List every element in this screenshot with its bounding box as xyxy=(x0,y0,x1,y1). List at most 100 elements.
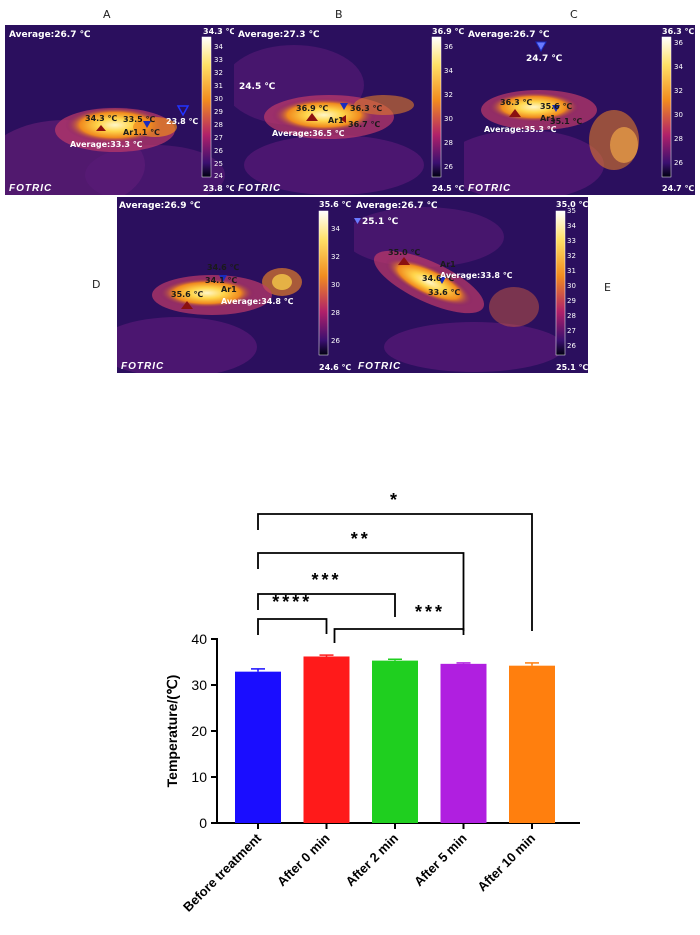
temperature-bar-chart: 0 10 20 30 40 Temperature/(℃) Before treatment… xyxy=(164,490,580,915)
y-tick-label: 0 xyxy=(199,815,207,831)
temp-marker-b-2: 36.9 ℃ xyxy=(296,104,329,113)
significance-label-0: **** xyxy=(272,592,312,612)
scale-min-a: 23.8 ℃ xyxy=(203,184,234,193)
significance-bracket-0 xyxy=(257,618,328,635)
x-tick-label-1: After 0 min xyxy=(274,830,333,889)
scale-min-d: 24.6 ℃ xyxy=(319,363,352,372)
svg-text:26: 26 xyxy=(567,342,576,350)
temp-marker-b-6: Average:36.5 ℃ xyxy=(272,129,345,138)
temp-marker-c-5: 35.1 ℃ xyxy=(550,117,583,126)
svg-text:34: 34 xyxy=(331,225,340,233)
temp-marker-c-3: 35.6 ℃ xyxy=(540,102,573,111)
temp-marker-e-6: 33.6 ℃ xyxy=(428,288,461,297)
svg-text:35: 35 xyxy=(567,207,576,215)
temp-marker-c-6: Average:35.3 ℃ xyxy=(484,125,557,134)
svg-text:33: 33 xyxy=(214,56,223,64)
svg-text:34: 34 xyxy=(674,63,683,71)
significance-bracket-3 xyxy=(257,552,465,631)
avg-temp-b: Average:27.3 ℃ xyxy=(238,30,320,40)
temp-marker-e-4: 34.0 ℃ xyxy=(422,274,455,283)
svg-text:28: 28 xyxy=(444,139,453,147)
svg-text:32: 32 xyxy=(214,69,223,77)
scale-min-e: 25.1 ℃ xyxy=(556,363,588,372)
temp-marker-c-1: 24.7 ℃ xyxy=(526,54,562,64)
scale-ticks-e: 35 34 33 32 31 30 29 28 27 26 xyxy=(567,207,576,350)
svg-text:28: 28 xyxy=(674,135,683,143)
temp-marker-c-4: Ar1 xyxy=(540,114,556,123)
y-tick-label: 40 xyxy=(191,631,207,647)
svg-text:29: 29 xyxy=(214,108,223,116)
significance-label-4: * xyxy=(390,490,400,510)
thermal-image-b: Average:27.3 ℃ 24.5 ℃ 36.9 ℃ 36.3 ℃ Ar1 … xyxy=(234,25,464,195)
significance-label-2: *** xyxy=(311,570,341,590)
svg-text:27: 27 xyxy=(567,327,576,335)
svg-text:31: 31 xyxy=(567,267,576,275)
thermal-image-e: Average:26.7 ℃ 25.1 ℃ 35.0 ℃ Ar1 34.0 ℃ … xyxy=(354,197,588,373)
svg-text:33: 33 xyxy=(567,237,576,245)
scale-max-c: 36.3 ℃ xyxy=(662,27,695,36)
svg-text:32: 32 xyxy=(567,252,576,260)
temp-marker-d-3: Ar1 xyxy=(221,285,237,294)
panel-label-e: E xyxy=(604,281,611,294)
thermal-image-a: Average:26.7 ℃ 34.3 ℃ 33.5 ℃ Ar1.1 ℃ 23.… xyxy=(5,25,234,195)
y-tick-label: 30 xyxy=(191,677,207,693)
temp-marker-a-4: 23.8 ℃ xyxy=(166,117,199,126)
thermal-image-c: Average:26.7 ℃ 24.7 ℃ 36.3 ℃ 35.6 ℃ Ar1 … xyxy=(464,25,695,195)
svg-text:28: 28 xyxy=(567,312,576,320)
significance-bracket-1 xyxy=(333,628,465,643)
bar-0 xyxy=(235,671,281,823)
temp-marker-b-3: 36.3 ℃ xyxy=(350,104,383,113)
svg-text:28: 28 xyxy=(331,309,340,317)
temp-marker-c-2: 36.3 ℃ xyxy=(500,98,533,107)
svg-text:30: 30 xyxy=(214,95,223,103)
temp-marker-d-4: 35.6 ℃ xyxy=(171,290,204,299)
avg-temp-d: Average:26.9 ℃ xyxy=(119,201,201,211)
avg-temp-a: Average:26.7 ℃ xyxy=(9,30,91,40)
svg-text:24: 24 xyxy=(214,172,223,180)
svg-text:30: 30 xyxy=(331,281,340,289)
svg-text:34: 34 xyxy=(444,67,453,75)
temp-marker-b-5: 36.7 ℃ xyxy=(348,120,381,129)
panel-label-c: C xyxy=(570,8,578,21)
temp-marker-a-5: Average:33.3 ℃ xyxy=(70,140,143,149)
svg-text:29: 29 xyxy=(567,297,576,305)
scale-min-b: 24.5 ℃ xyxy=(432,184,464,193)
scale-ticks-b: 36 34 32 30 28 26 xyxy=(444,43,453,171)
svg-text:36: 36 xyxy=(674,39,683,47)
svg-text:25: 25 xyxy=(214,160,223,168)
temp-marker-e-2: 35.0 ℃ xyxy=(388,248,421,257)
panel-label-d: D xyxy=(92,278,101,291)
bar-3 xyxy=(440,663,487,823)
temp-marker-a-1: 34.3 ℃ xyxy=(85,114,118,123)
thermal-image-d: Average:26.9 ℃ 34.6 ℃ 34.1 ℃ Ar1 35.6 ℃ … xyxy=(117,197,354,373)
x-tick-label-4: After 10 min xyxy=(474,830,538,894)
y-tick-label: 10 xyxy=(191,769,207,785)
svg-text:27: 27 xyxy=(214,134,223,142)
temp-marker-b-1: 24.5 ℃ xyxy=(239,82,275,92)
svg-text:26: 26 xyxy=(331,337,340,345)
svg-text:31: 31 xyxy=(214,82,223,90)
significance-bracket-2 xyxy=(257,593,396,617)
scale-max-b: 36.9 ℃ xyxy=(432,27,464,36)
bar-4 xyxy=(509,665,555,823)
scale-max-d: 35.6 ℃ xyxy=(319,200,352,209)
svg-text:28: 28 xyxy=(214,121,223,129)
svg-text:26: 26 xyxy=(214,147,223,155)
temp-marker-d-5: Average:34.8 ℃ xyxy=(221,297,294,306)
brand-logo-c: FOTRIC xyxy=(468,183,511,194)
svg-text:36: 36 xyxy=(444,43,453,51)
svg-text:34: 34 xyxy=(567,222,576,230)
temp-marker-d-1: 34.6 ℃ xyxy=(207,263,240,272)
brand-logo-e: FOTRIC xyxy=(358,361,401,372)
significance-bracket-4 xyxy=(257,513,533,631)
panel-label-a: A xyxy=(103,8,111,21)
panel-label-b: B xyxy=(335,8,343,21)
svg-text:32: 32 xyxy=(444,91,453,99)
temp-marker-b-4: Ar1 xyxy=(328,116,344,125)
temp-marker-a-3: Ar1.1 ℃ xyxy=(123,128,160,137)
significance-label-1: *** xyxy=(415,602,445,622)
bar-2 xyxy=(372,660,418,823)
y-axis-title: Temperature/(℃) xyxy=(164,675,180,788)
temp-marker-e-3: Ar1 xyxy=(440,260,456,269)
y-tick-label: 20 xyxy=(191,723,207,739)
